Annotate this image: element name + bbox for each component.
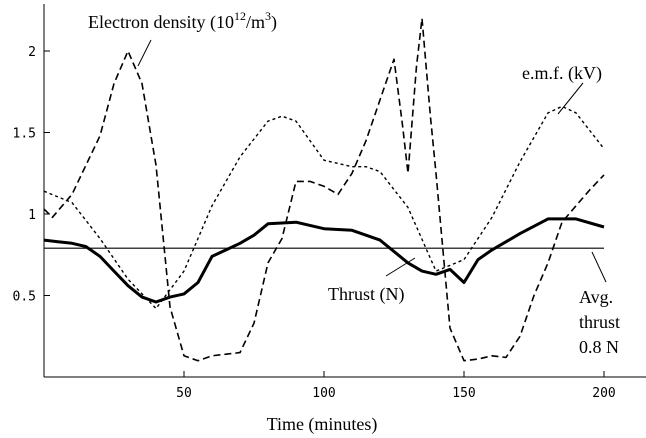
avg-thrust-leader	[591, 251, 607, 283]
series-line-emf	[43, 105, 605, 310]
avg-thrust-label-line3: 0.8 N	[579, 337, 619, 357]
y-tick-label: 1	[28, 208, 36, 223]
y-tick-label: 0.5	[13, 290, 36, 305]
series-layer	[43, 17, 605, 362]
series-line-thrust	[43, 217, 605, 304]
y-tick-label: 2	[28, 45, 36, 60]
thrust-leader	[385, 257, 416, 277]
x-axis-title: Time (minutes)	[267, 414, 378, 435]
ticks: 50 100 150 200 0.5 1 1.5 2	[13, 45, 616, 401]
x-tick-label: 100	[312, 386, 335, 401]
emf-label: e.m.f. (kV)	[522, 63, 602, 84]
x-tick-label: 50	[176, 386, 192, 401]
avg-thrust-label-line2: thrust	[579, 312, 620, 332]
y-tick-label: 1.5	[13, 127, 36, 142]
x-tick-label: 150	[452, 386, 475, 401]
avg-thrust-label-line1: Avg.	[579, 287, 613, 307]
emf-leader	[557, 82, 584, 115]
series-line-electron-density	[43, 17, 605, 362]
thrust-label: Thrust (N)	[328, 284, 404, 305]
electron-density-leader	[137, 39, 152, 67]
x-tick-label: 200	[592, 386, 615, 401]
electron-density-label: Electron density (1012/m3)	[88, 9, 277, 33]
